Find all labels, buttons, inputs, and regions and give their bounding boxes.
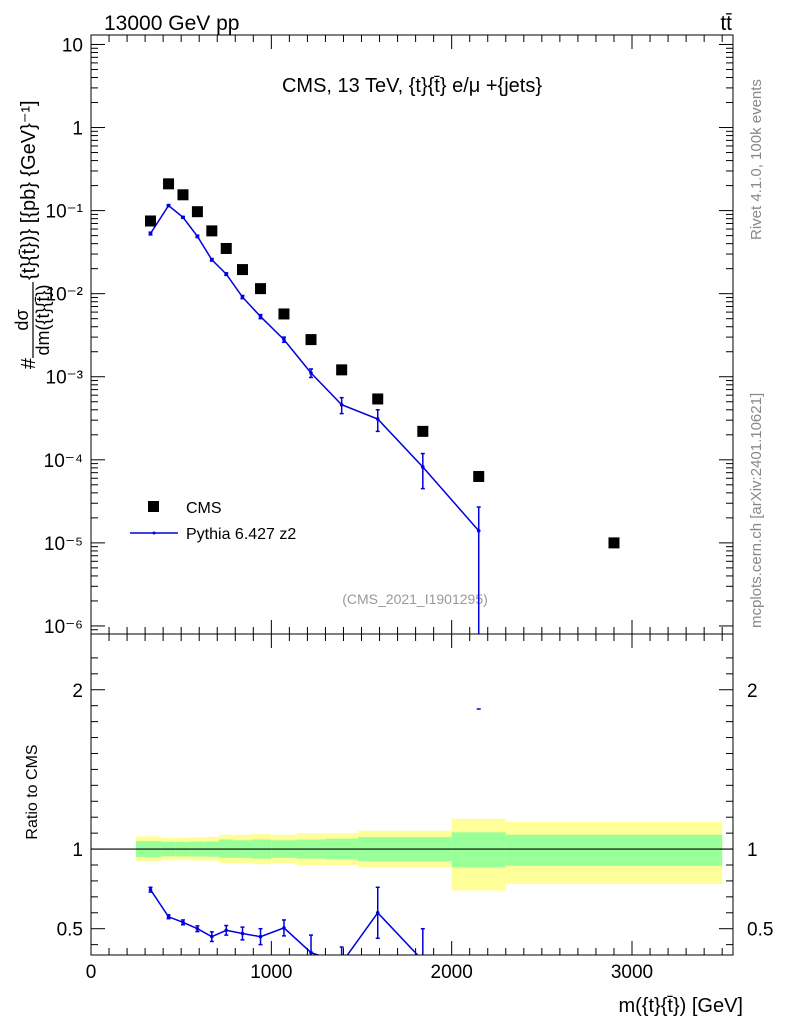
data-point (278, 308, 290, 320)
main-y-ticks: 10⁻⁶ 10⁻⁵ 10⁻⁴ 10⁻³ 10⁻² 10⁻¹ 1 10 (44, 35, 733, 638)
mc-point (375, 417, 380, 421)
main-y-tick-label: 10⁻² (46, 285, 84, 306)
data-point (608, 537, 620, 549)
header-collision-label: 13000 GeV pp (104, 12, 239, 35)
rivet-version-label: Rivet 4.1.0, 100k events (748, 79, 765, 240)
mc-point (421, 465, 425, 469)
data-series-main (145, 178, 620, 549)
main-x-ticks (90, 35, 723, 634)
main-y-tick-label: 10⁻⁵ (44, 534, 83, 555)
mc-series-main (148, 203, 481, 710)
y-label-suffix: {t}{t̄})} [{pb} {GeV}⁻¹] (18, 100, 40, 280)
ratio-mc-point (282, 926, 286, 930)
mc-point (309, 371, 313, 375)
legend-data-label: CMS (186, 500, 222, 517)
ratio-y-tick-label-right: 1 (747, 840, 758, 861)
ratio-mc-point (340, 961, 344, 965)
x-tick-label: 0 (86, 962, 97, 983)
header-process-label: tt̄ (720, 12, 732, 35)
data-point (191, 206, 203, 218)
x-tick-label: 3000 (611, 962, 653, 983)
ratio-y-tick-label-right: 0.5 (747, 920, 773, 941)
legend-data-marker (148, 501, 159, 512)
x-tick-label: 2000 (431, 962, 473, 983)
main-title: CMS, 13 TeV, {t}{t̄} e/μ +{jets} (282, 75, 542, 97)
data-point (206, 225, 218, 237)
y-label-fraction-numerator: dσ (12, 309, 32, 330)
y-label-prefix: # (18, 357, 40, 369)
ratio-mc-point (240, 931, 245, 936)
ratio-y-ticks: 0.5 0.5 1 1 2 2 (57, 657, 773, 946)
ratio-mc-point (309, 950, 313, 955)
mc-point (282, 337, 286, 342)
ratio-y-axis-label: Ratio to CMS (24, 744, 41, 839)
mc-point (148, 231, 153, 236)
data-point (163, 178, 175, 190)
ratio-mc-point (258, 934, 263, 939)
mc-point (339, 402, 344, 407)
mc-point (195, 234, 200, 239)
ratio-frame (90, 633, 734, 956)
ratio-mc-point (181, 920, 185, 925)
data-point (255, 283, 267, 295)
ratio-inner-band (505, 834, 723, 866)
data-point (473, 470, 485, 482)
mc-line (149, 204, 480, 532)
legend: CMS Pythia 6.427 z2 (130, 500, 296, 543)
ratio-mc-point (166, 914, 171, 919)
ratio-uncertainty-bands (136, 818, 723, 891)
analysis-watermark: (CMS_2021_I1901295) (342, 591, 488, 607)
mc-point (224, 272, 229, 276)
ratio-mc-point (210, 934, 214, 939)
ratio-x-ticks: 0 1000 2000 3000 (86, 634, 723, 983)
mc-point (166, 203, 171, 208)
mc-point (210, 257, 214, 262)
main-frame (90, 34, 734, 635)
ratio-panel: 0.5 0.5 1 1 2 2 0 1000 2000 3000 Ratio to CMS m(… (24, 633, 773, 1017)
x-axis-label: m({t}{t̄}) [GeV] (618, 995, 743, 1017)
data-point (336, 364, 348, 376)
main-y-tick-label: 10⁻⁴ (44, 451, 83, 472)
mc-point (258, 314, 263, 319)
ratio-mc-point (421, 959, 425, 963)
ratio-mc-point (375, 910, 380, 915)
mc-point (181, 215, 185, 220)
mc-series-ratio (148, 886, 425, 965)
main-y-tick-label: 10⁻¹ (46, 202, 84, 223)
ratio-mc-point (195, 926, 200, 931)
x-tick-label: 1000 (250, 962, 292, 983)
data-point (372, 393, 384, 405)
data-point (145, 215, 157, 227)
mc-point (240, 295, 245, 299)
ratio-inner-band (451, 832, 506, 868)
main-y-tick-label: 10⁻³ (46, 368, 84, 389)
y-label-fraction-denominator: dm({t}{t̄}) (33, 284, 53, 355)
data-point (177, 189, 189, 201)
data-point (220, 242, 232, 254)
mcplots-reference-label: mcplots.cern.ch [arXiv:2401.10621] (748, 393, 765, 628)
main-y-tick-label: 1 (72, 119, 83, 140)
main-y-tick-label: 10⁻⁶ (44, 617, 83, 638)
ratio-mc-point (148, 887, 153, 892)
data-point (305, 334, 317, 346)
ratio-y-tick-label: 1 (72, 840, 83, 861)
mc-point (476, 528, 481, 533)
main-y-axis-label: # dσ dm({t}{t̄}) {t}{t̄})} [{pb} {GeV}⁻¹… (12, 100, 53, 369)
ratio-mc-point (224, 928, 229, 933)
main-y-tick-label: 10 (62, 35, 83, 56)
ratio-mc-line (149, 889, 419, 955)
data-point (417, 425, 429, 437)
legend-mc-marker (152, 531, 156, 535)
data-point (236, 264, 248, 276)
ratio-y-tick-label: 0.5 (57, 920, 83, 941)
legend-mc-label: Pythia 6.427 z2 (186, 526, 296, 543)
ratio-y-tick-label: 2 (72, 681, 83, 702)
ratio-y-tick-label-right: 2 (747, 681, 758, 702)
main-panel: CMS, 13 TeV, {t}{t̄} e/μ +{jets} (CMS_20… (12, 34, 734, 710)
